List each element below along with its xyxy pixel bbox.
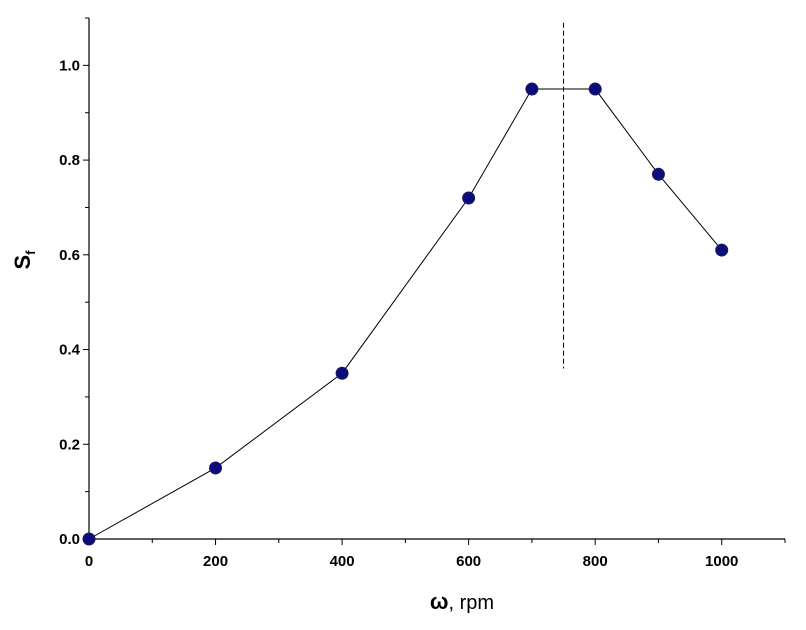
x-axis-unit: , rpm: [449, 592, 495, 614]
y-tick-label: 0.2: [59, 436, 80, 453]
y-tick-label: 1.0: [59, 57, 80, 74]
x-tick-label: 600: [456, 553, 481, 570]
x-tick-label: 200: [203, 553, 228, 570]
x-axis-title: ω, rpm: [430, 589, 494, 614]
y-axis-title: Sf: [10, 250, 38, 270]
data-point: [525, 82, 539, 96]
data-points-layer: [82, 82, 729, 546]
data-point: [715, 243, 729, 257]
y-tick-label: 0.8: [59, 152, 80, 169]
series-line-layer: [88, 88, 723, 540]
y-axis-symbol: S: [10, 255, 35, 270]
y-tick-label: 0.6: [59, 247, 80, 264]
data-point: [82, 532, 96, 546]
x-tick-label: 800: [583, 553, 608, 570]
data-point: [651, 167, 665, 181]
x-tick-label: 1000: [705, 553, 738, 570]
y-tick-label: 0.4: [59, 342, 81, 359]
data-point: [588, 82, 602, 96]
tick-labels-layer: 0 200 400 600 800 1000 0.0 0.2 0.4 0.6 0.8 1.0: [59, 57, 738, 570]
data-point: [209, 461, 223, 475]
y-axis-subscript: f: [23, 250, 38, 255]
x-tick-label: 0: [85, 553, 93, 570]
y-tick-label: 0.0: [59, 531, 80, 548]
axes: [83, 17, 786, 545]
x-tick-label: 400: [330, 553, 355, 570]
series-line: [88, 88, 723, 540]
x-axis-symbol: ω: [430, 589, 449, 614]
data-point: [335, 366, 349, 380]
data-point: [462, 191, 476, 205]
